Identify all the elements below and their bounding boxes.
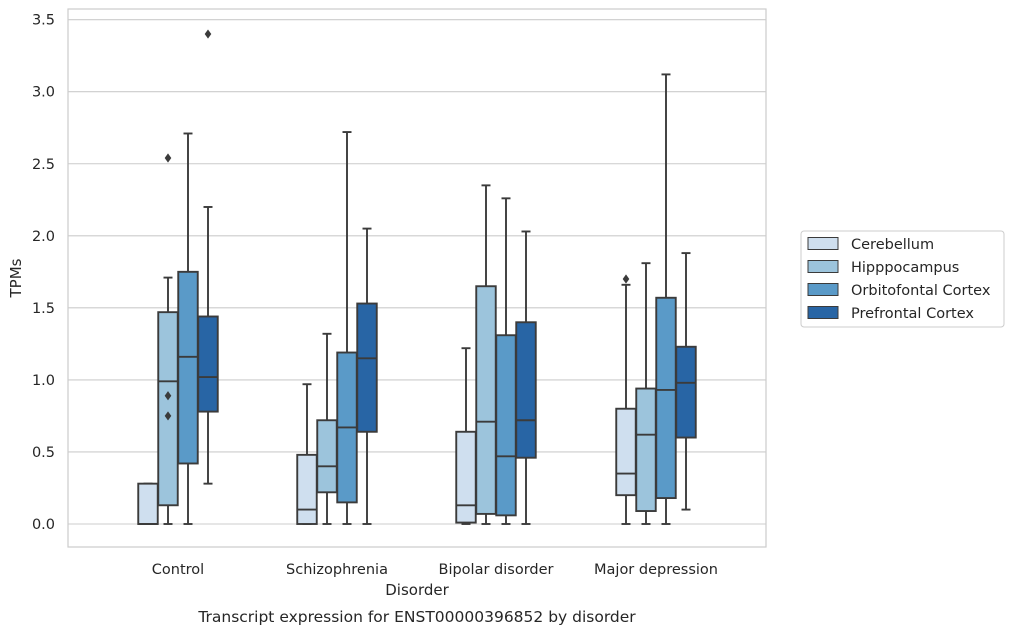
box bbox=[635, 387, 657, 512]
outlier-point bbox=[164, 153, 172, 163]
box bbox=[495, 334, 517, 517]
box bbox=[655, 296, 677, 500]
outlier-point bbox=[164, 391, 172, 401]
box bbox=[455, 430, 477, 524]
y-tick-label: 0.5 bbox=[32, 445, 55, 461]
box bbox=[515, 321, 537, 459]
outlier-point bbox=[164, 411, 172, 421]
box bbox=[137, 482, 159, 525]
box bbox=[675, 345, 697, 439]
box bbox=[615, 407, 637, 497]
box bbox=[157, 311, 179, 507]
legend: Cerebellum Hipppocampus Orbitofontal Corte… bbox=[800, 230, 1005, 328]
box bbox=[296, 453, 318, 525]
outlier-point bbox=[622, 274, 630, 284]
outlier-point bbox=[204, 29, 212, 39]
box bbox=[197, 315, 219, 413]
x-axis-ticks: Control Schizophrenia Bipolar disorder Majo… bbox=[152, 562, 718, 578]
y-tick-label: 1.0 bbox=[32, 373, 55, 389]
legend-swatch bbox=[807, 237, 839, 250]
y-tick-label: 3.0 bbox=[32, 85, 55, 101]
x-axis-label: Disorder bbox=[385, 581, 449, 599]
box bbox=[356, 302, 378, 433]
legend-label: Orbitofontal Cortex bbox=[851, 283, 991, 299]
x-tick-label: Major depression bbox=[594, 562, 718, 578]
box bbox=[475, 285, 497, 515]
x-tick-label: Bipolar disorder bbox=[439, 562, 554, 578]
legend-swatch bbox=[807, 306, 839, 319]
legend-frame bbox=[800, 230, 1005, 328]
legend-swatch bbox=[807, 283, 839, 296]
x-tick-label: Schizophrenia bbox=[286, 562, 388, 578]
legend-label: Cerebellum bbox=[851, 237, 934, 253]
y-axis-ticks: 0.0 0.5 1.0 1.5 2.0 2.5 3.0 3.5 bbox=[32, 13, 55, 533]
legend-label: Prefrontal Cortex bbox=[851, 306, 974, 322]
box bbox=[177, 270, 199, 465]
legend-label: Hipppocampus bbox=[851, 260, 959, 276]
box-series bbox=[137, 29, 697, 525]
legend-swatch bbox=[807, 260, 839, 273]
y-tick-label: 1.5 bbox=[32, 301, 55, 317]
y-tick-label: 2.5 bbox=[32, 157, 55, 173]
chart-caption: Transcript expression for ENST0000039685… bbox=[197, 608, 636, 626]
y-tick-label: 0.0 bbox=[32, 517, 55, 533]
x-tick-label: Control bbox=[152, 562, 204, 578]
y-tick-label: 2.0 bbox=[32, 229, 55, 245]
y-tick-label: 3.5 bbox=[32, 13, 55, 29]
y-axis-label: TPMs bbox=[7, 258, 25, 298]
box bbox=[316, 419, 338, 494]
